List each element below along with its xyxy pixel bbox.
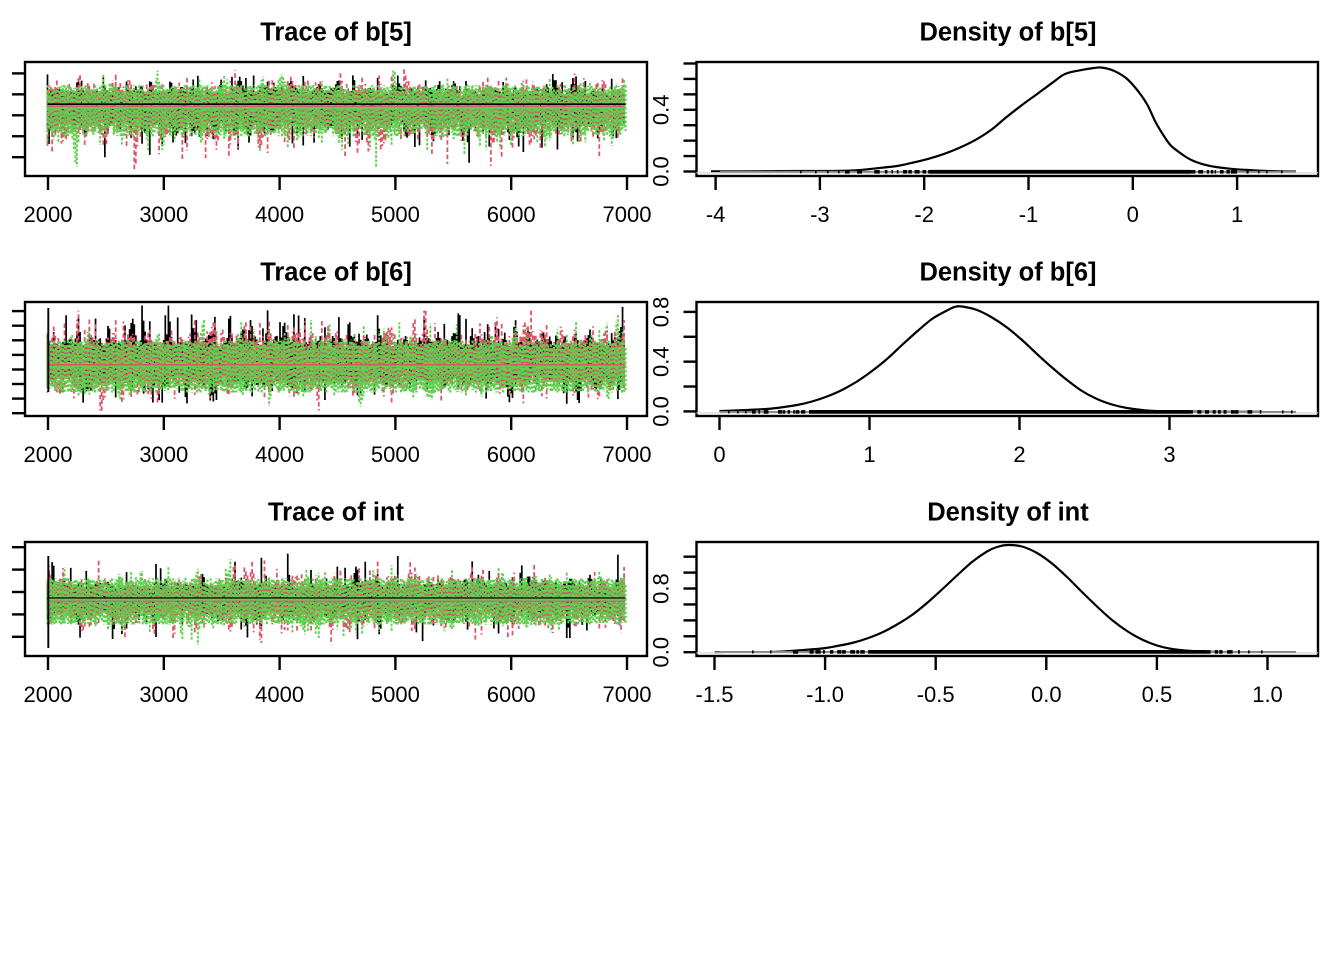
svg-text:0.0: 0.0 [649, 396, 674, 427]
svg-text:2000: 2000 [24, 442, 73, 467]
svg-text:4000: 4000 [255, 682, 304, 707]
svg-text:3000: 3000 [139, 442, 188, 467]
svg-text:Trace of b[5]: Trace of b[5] [260, 19, 412, 47]
svg-text:-1: -1 [1019, 202, 1039, 227]
svg-text:0.8: 0.8 [649, 573, 674, 604]
svg-text:7000: 7000 [603, 682, 652, 707]
svg-text:Trace of b[6]: Trace of b[6] [260, 259, 412, 287]
svg-text:0: 0 [713, 442, 725, 467]
svg-text:Trace of int: Trace of int [268, 499, 405, 527]
svg-text:3000: 3000 [139, 682, 188, 707]
svg-text:2: 2 [1013, 442, 1025, 467]
svg-text:6000: 6000 [487, 202, 536, 227]
svg-text:6000: 6000 [487, 442, 536, 467]
svg-text:0.0: 0.0 [649, 637, 674, 668]
svg-text:7000: 7000 [603, 202, 652, 227]
svg-text:0.5: 0.5 [1142, 682, 1173, 707]
svg-text:6000: 6000 [487, 682, 536, 707]
svg-text:0.0: 0.0 [1031, 682, 1062, 707]
svg-text:1: 1 [863, 442, 875, 467]
svg-text:0: 0 [1127, 202, 1139, 227]
svg-text:1: 1 [1231, 202, 1243, 227]
svg-text:3000: 3000 [139, 202, 188, 227]
svg-text:-1.5: -1.5 [696, 682, 734, 707]
svg-text:2000: 2000 [24, 202, 73, 227]
svg-text:5000: 5000 [371, 442, 420, 467]
svg-text:Density of b[5]: Density of b[5] [919, 19, 1096, 47]
svg-text:-1.0: -1.0 [806, 682, 844, 707]
svg-text:2000: 2000 [24, 682, 73, 707]
svg-text:-0.5: -0.5 [917, 682, 955, 707]
svg-text:7000: 7000 [603, 442, 652, 467]
svg-text:-2: -2 [914, 202, 934, 227]
svg-text:Density of b[6]: Density of b[6] [919, 259, 1096, 287]
svg-text:4000: 4000 [255, 442, 304, 467]
svg-text:5000: 5000 [371, 202, 420, 227]
svg-text:0.0: 0.0 [649, 156, 674, 187]
svg-text:0.4: 0.4 [649, 346, 674, 377]
svg-text:-3: -3 [810, 202, 830, 227]
svg-text:1.0: 1.0 [1252, 682, 1283, 707]
svg-text:3: 3 [1163, 442, 1175, 467]
svg-text:5000: 5000 [371, 682, 420, 707]
svg-text:4000: 4000 [255, 202, 304, 227]
svg-text:0.8: 0.8 [649, 297, 674, 328]
svg-text:0.4: 0.4 [649, 94, 674, 125]
svg-text:Density of int: Density of int [927, 499, 1089, 527]
svg-text:-4: -4 [706, 202, 726, 227]
